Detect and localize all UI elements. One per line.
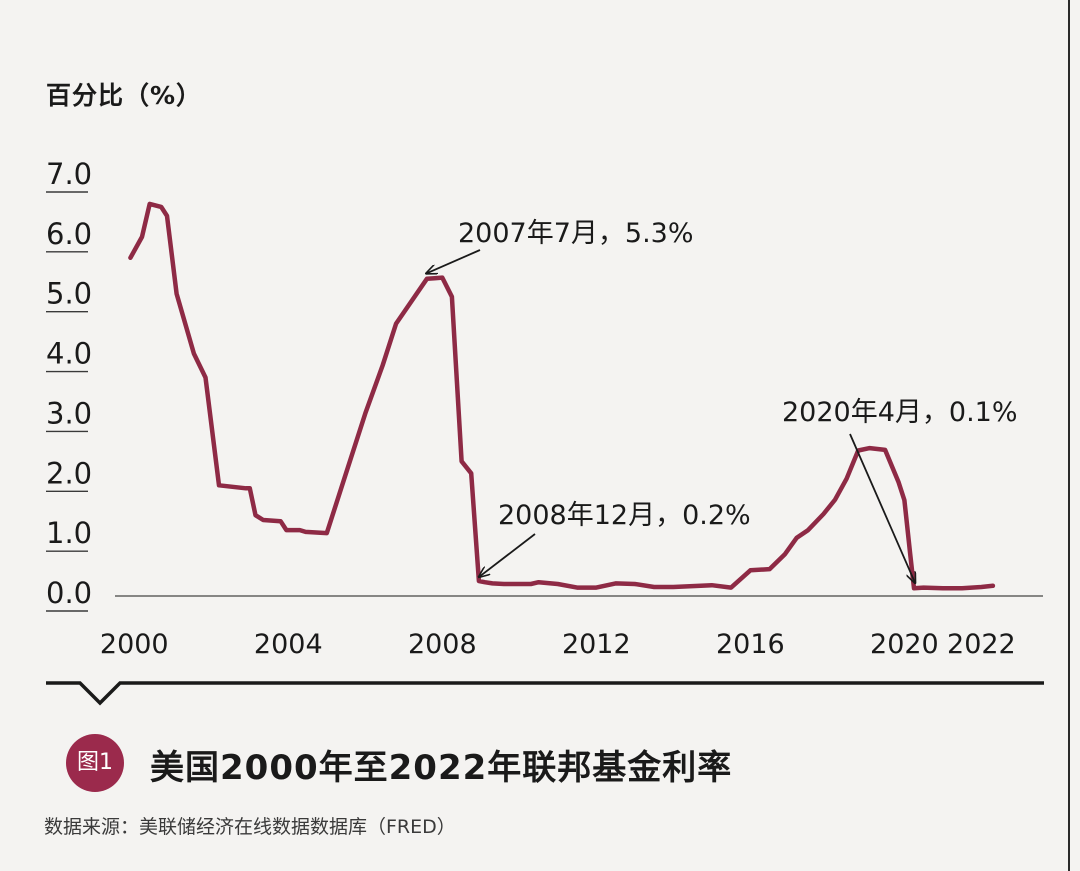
y-axis-label: 百分比（%）: [46, 81, 203, 110]
divider-notch: [46, 681, 1044, 706]
annotation-arrow: [849, 433, 915, 583]
y-tick-label: 2.0: [46, 456, 92, 490]
y-tick-label: 1.0: [46, 516, 92, 550]
source-note: 数据来源：美联储经济在线数据数据库（FRED）: [44, 816, 456, 838]
page-edge-rule: [1068, 0, 1070, 871]
annotation-label: 2007年7月，5.3%: [458, 218, 694, 249]
y-tick-label: 3.0: [46, 396, 92, 430]
y-tick-label: 6.0: [46, 217, 92, 251]
x-axis: 2000 2004 2008 2012 2016 2020 2022: [100, 629, 1016, 660]
y-tick-label: 4.0: [46, 337, 92, 371]
annotation-arrow: [426, 249, 481, 274]
series-line: [128, 201, 996, 591]
x-tick-label: 2000: [100, 629, 169, 660]
x-tick-label: 2016: [716, 629, 785, 660]
x-tick-label: 2020: [870, 629, 939, 660]
annotation-arrow: [479, 533, 536, 577]
y-tick-label: 0.0: [46, 576, 92, 610]
y-axis: 0.0 1.0 2.0 3.0 4.0 5.0 6.0 7.0: [46, 157, 92, 612]
annotations: 2007年7月，5.3% 2008年12月，0.2% 2020年4月，0.1%: [426, 218, 1018, 583]
annotation-label: 2020年4月，0.1%: [782, 397, 1018, 428]
x-tick-label: 2022: [947, 629, 1016, 660]
y-tick-label: 5.0: [46, 277, 92, 311]
figure-number-badge: 图1: [66, 734, 124, 792]
x-tick-label: 2012: [562, 629, 631, 660]
x-tick-label: 2008: [408, 629, 477, 660]
figure-title: 美国2000年至2022年联邦基金利率: [150, 748, 733, 788]
y-tick-label: 7.0: [46, 157, 92, 191]
x-tick-label: 2004: [254, 629, 323, 660]
annotation-label: 2008年12月，0.2%: [498, 500, 751, 531]
